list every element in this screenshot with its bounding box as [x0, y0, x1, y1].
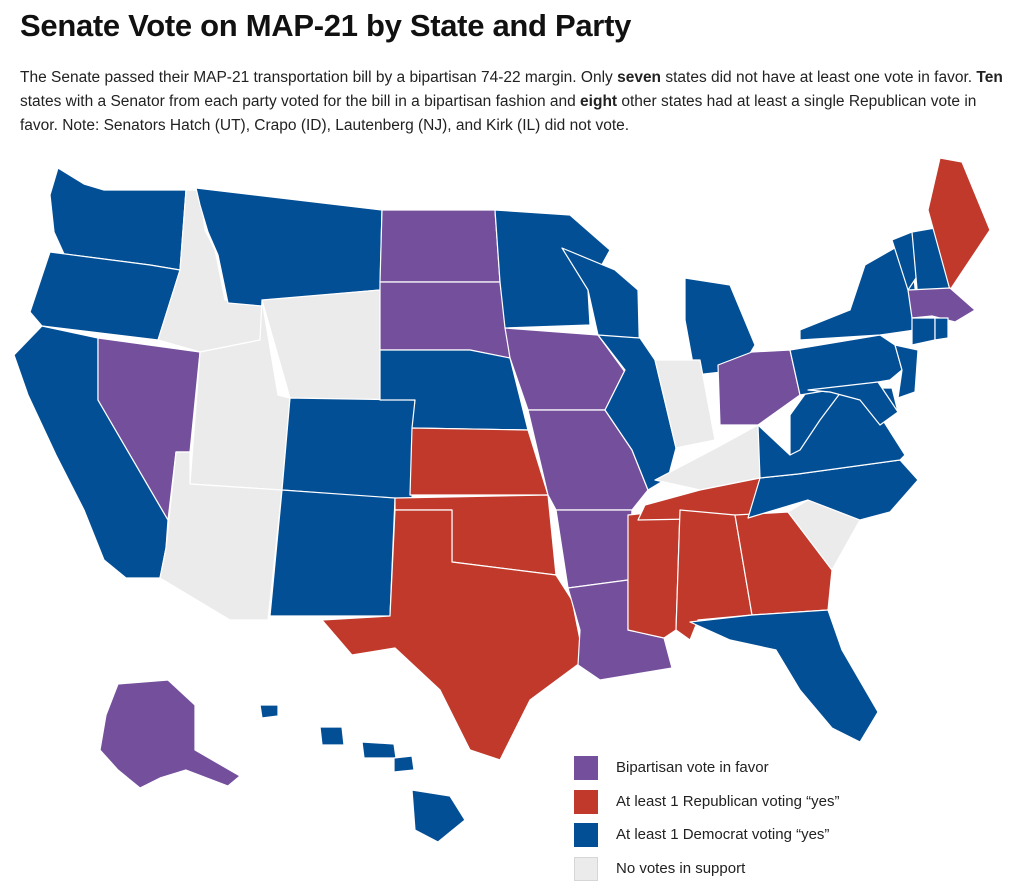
state-ms	[627, 509, 681, 639]
state-il	[597, 334, 677, 491]
state-hi3	[319, 726, 345, 746]
legend-swatch-bipartisan	[574, 756, 598, 780]
state-ri	[934, 317, 949, 341]
legend-label-democrat: At least 1 Democrat voting “yes”	[616, 826, 830, 843]
description-text-4: other states had at least a single Repub…	[20, 93, 977, 134]
state-oh	[717, 349, 801, 426]
description-text-2: states did not have at least one vote in…	[661, 69, 977, 86]
legend-swatch-none	[574, 856, 598, 881]
state-ct	[911, 317, 936, 346]
state-nj	[894, 344, 919, 399]
state-tx	[321, 509, 585, 761]
description-text-1: The Senate passed their MAP-21 transport…	[20, 69, 618, 86]
state-ak	[99, 679, 241, 789]
legend-swatch-democrat	[574, 823, 598, 847]
state-nm	[269, 489, 396, 617]
description-emphasis-ten: Ten	[976, 69, 1003, 86]
page-title: Senate Vote on MAP-21 by State and Party	[20, 8, 632, 43]
state-ks	[409, 427, 549, 496]
legend-label-none: No votes in support	[616, 859, 746, 877]
state-ar	[555, 509, 633, 589]
legend-swatch-republican	[574, 789, 598, 814]
state-wy	[261, 289, 381, 401]
state-fl	[689, 609, 879, 743]
state-ma	[907, 287, 976, 323]
state-nd	[379, 209, 501, 283]
map-description: The Senate passed their MAP-21 transport…	[20, 66, 1010, 138]
state-hi4	[361, 741, 397, 759]
legend-label-republican: At least 1 Republican voting “yes”	[616, 792, 840, 810]
description-emphasis-eight: eight	[580, 93, 618, 110]
legend-label-bipartisan: Bipartisan vote in favor	[616, 759, 769, 776]
state-ga	[734, 511, 833, 616]
description-text-3: states with a Senator from each party vo…	[20, 93, 581, 110]
state-hi	[411, 789, 466, 843]
state-sd	[379, 281, 511, 359]
state-mn	[494, 209, 611, 329]
state-in	[654, 359, 716, 449]
state-co	[281, 397, 416, 501]
state-md	[807, 381, 899, 426]
state-hi2	[259, 704, 279, 719]
state-hi5	[393, 755, 415, 773]
state-mt	[195, 187, 383, 307]
description-emphasis-seven: seven	[617, 69, 662, 86]
